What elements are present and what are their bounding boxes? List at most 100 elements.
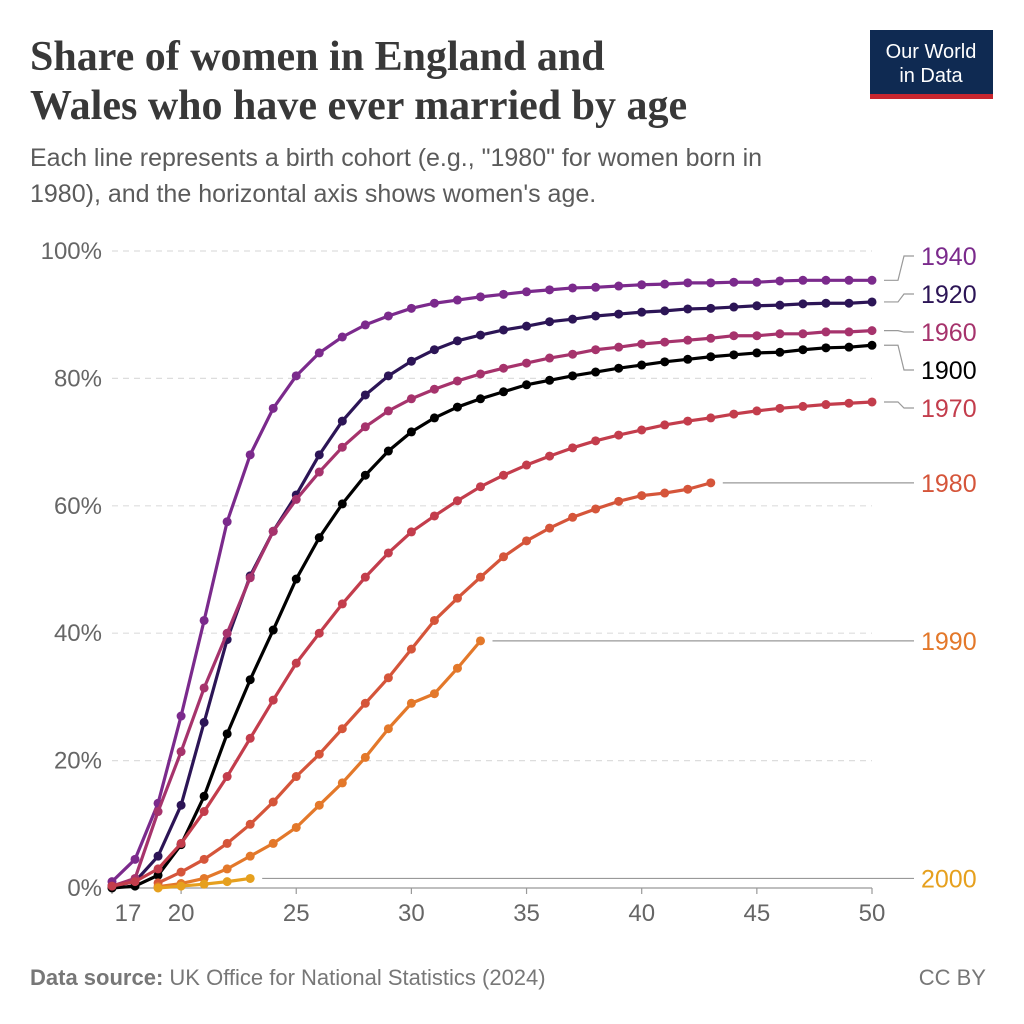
line: [157, 639, 482, 889]
point: [130, 854, 140, 864]
point: [545, 353, 555, 363]
x-tick-label: 35: [513, 900, 540, 927]
point: [199, 879, 209, 889]
point: [729, 277, 739, 287]
point: [107, 881, 117, 891]
point: [752, 348, 762, 358]
point: [429, 615, 439, 625]
point: [798, 345, 808, 355]
series: [107, 275, 877, 887]
point: [222, 517, 232, 527]
label-leader: [884, 344, 914, 371]
label-leader: [884, 401, 914, 409]
point: [660, 357, 670, 367]
line: [111, 329, 873, 888]
y-tick-label: 60%: [54, 493, 102, 520]
x-tick-label: 40: [628, 900, 655, 927]
series-label: 1980: [921, 470, 977, 498]
point: [176, 881, 186, 891]
point: [752, 331, 762, 341]
point: [591, 436, 601, 446]
point: [660, 306, 670, 316]
point: [591, 345, 601, 355]
point: [383, 548, 393, 558]
point: [291, 822, 301, 832]
point: [199, 683, 209, 693]
point: [706, 303, 716, 313]
y-tick-label: 80%: [54, 365, 102, 392]
point: [729, 302, 739, 312]
series: [107, 326, 877, 891]
point: [798, 329, 808, 339]
point: [752, 301, 762, 311]
point: [268, 526, 278, 536]
license: CC BY: [919, 965, 987, 990]
series-label: 2000: [921, 865, 977, 893]
point: [291, 494, 301, 504]
point: [153, 870, 163, 880]
point: [660, 279, 670, 289]
point: [314, 749, 324, 759]
point: [568, 283, 578, 293]
point: [314, 348, 324, 358]
point: [268, 403, 278, 413]
point: [360, 572, 370, 582]
point: [844, 298, 854, 308]
point: [199, 854, 209, 864]
point: [314, 533, 324, 543]
source: Data source: UK Office for National Stat…: [30, 965, 546, 990]
point: [199, 791, 209, 801]
point: [452, 402, 462, 412]
y-tick-label: 100%: [41, 238, 102, 265]
point: [591, 311, 601, 321]
chart-subtitle: 1980), and the horizontal axis shows wom…: [30, 180, 596, 208]
point: [291, 772, 301, 782]
point: [268, 695, 278, 705]
point: [383, 724, 393, 734]
point: [245, 819, 255, 829]
point: [337, 778, 347, 788]
point: [499, 387, 509, 397]
point: [499, 289, 509, 299]
point: [475, 369, 485, 379]
point: [522, 358, 532, 368]
series-label: 1990: [921, 628, 977, 656]
logo-text: in Data: [899, 65, 963, 87]
point: [222, 729, 232, 739]
point: [383, 371, 393, 381]
point: [844, 398, 854, 408]
point: [291, 658, 301, 668]
point: [798, 299, 808, 309]
point: [314, 800, 324, 810]
point: [429, 511, 439, 521]
point: [499, 363, 509, 373]
line: [157, 481, 712, 885]
point: [406, 303, 416, 313]
point: [176, 838, 186, 848]
point: [130, 877, 140, 887]
point: [383, 311, 393, 321]
point: [522, 536, 532, 546]
point: [499, 552, 509, 562]
point: [706, 333, 716, 343]
point: [637, 280, 647, 290]
point: [706, 278, 716, 288]
point: [245, 733, 255, 743]
point: [821, 275, 831, 285]
x-tick-label: 50: [859, 900, 886, 927]
point: [360, 752, 370, 762]
point: [337, 442, 347, 452]
chart-title: Share of women in England and: [30, 34, 605, 80]
point: [752, 277, 762, 287]
point: [752, 406, 762, 416]
x-tick-label: 30: [398, 900, 425, 927]
point: [706, 352, 716, 362]
series: [153, 636, 485, 892]
point: [568, 349, 578, 359]
point: [798, 275, 808, 285]
point: [268, 625, 278, 635]
y-tick-label: 0%: [67, 875, 102, 902]
point: [360, 390, 370, 400]
point: [452, 295, 462, 305]
point: [614, 363, 624, 373]
